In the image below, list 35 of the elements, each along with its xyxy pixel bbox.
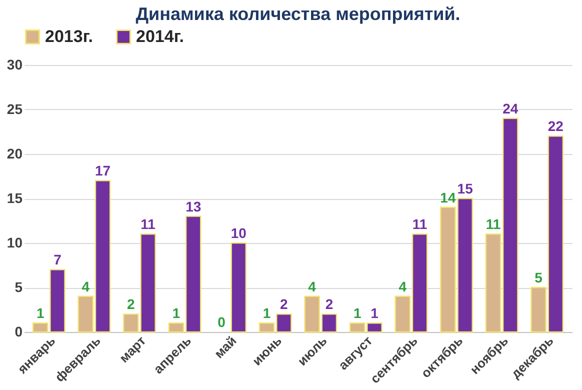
data-label: 24 — [502, 100, 518, 116]
data-label: 17 — [94, 162, 111, 179]
data-label: 10 — [230, 225, 247, 241]
data-label: 11 — [486, 216, 501, 232]
chart-title: Динамика количества мероприятий. — [136, 4, 460, 24]
data-label: 11 — [140, 216, 156, 232]
legend-label: 2014г. — [136, 26, 184, 46]
y-tick-label: 10 — [6, 234, 23, 250]
data-label: 4 — [308, 278, 316, 294]
data-label: 4 — [82, 278, 90, 294]
y-tick-label: 15 — [6, 190, 23, 206]
y-tick-label: 25 — [6, 101, 23, 117]
data-label: 15 — [457, 180, 474, 196]
y-tick-label: 5 — [14, 279, 23, 295]
bar — [230, 242, 247, 333]
data-label: 11 — [412, 216, 428, 232]
data-label: 2 — [280, 296, 288, 312]
data-label: 22 — [548, 118, 564, 134]
legend-label: 2013г. — [45, 26, 93, 46]
data-label: 5 — [534, 270, 543, 286]
data-label: 1 — [262, 305, 271, 322]
data-label: 4 — [398, 278, 407, 294]
data-label: 1 — [353, 305, 362, 322]
data-label: 2 — [127, 296, 136, 312]
data-label: 2 — [325, 296, 334, 312]
y-tick-label: 30 — [6, 56, 23, 72]
data-label: 13 — [186, 198, 202, 214]
data-label: 1 — [172, 305, 180, 322]
data-label: 1 — [370, 305, 379, 322]
y-tick-label: 0 — [14, 324, 23, 340]
y-tick-label: 20 — [6, 146, 23, 162]
data-label: 0 — [218, 314, 226, 330]
data-label: 7 — [54, 252, 62, 268]
data-label: 1 — [36, 305, 44, 322]
data-label: 14 — [440, 189, 456, 206]
